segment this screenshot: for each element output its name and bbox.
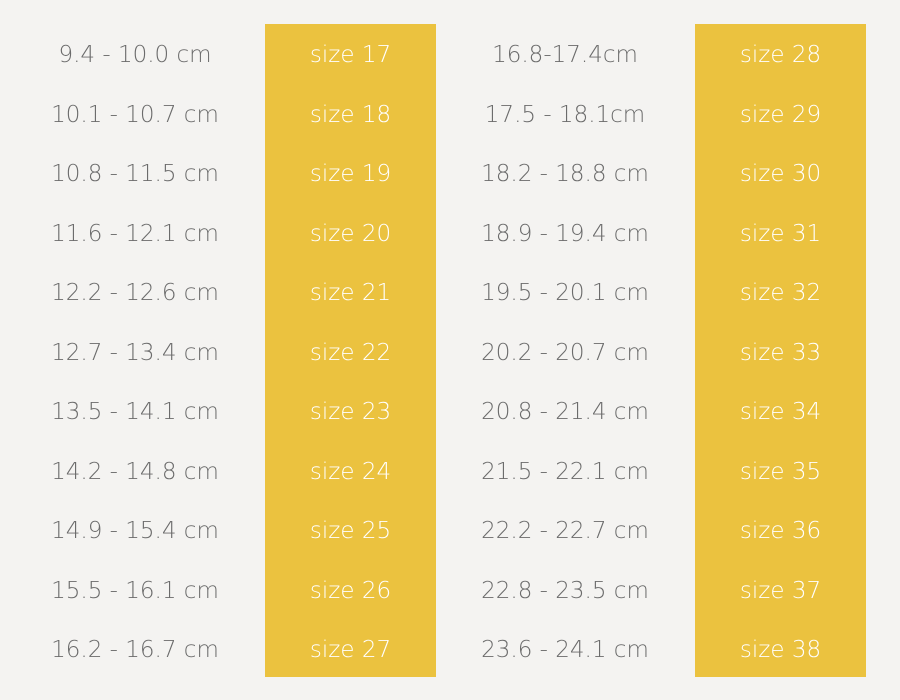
shoe-size: size 22 bbox=[309, 339, 392, 366]
shoe-size: size 26 bbox=[309, 577, 392, 604]
foot-length-range: 15.5 - 16.1 cm bbox=[51, 577, 219, 604]
foot-length-range: 22.2 - 22.7 cm bbox=[481, 518, 649, 544]
foot-length-range: 17.5 - 18.1cm bbox=[484, 101, 646, 128]
foot-length-range: 22.8 - 23.5 cm bbox=[481, 577, 649, 604]
shoe-size: size 34 bbox=[739, 399, 822, 425]
foot-length-range: 21.5 - 22.1 cm bbox=[481, 458, 649, 485]
shoe-size: size 18 bbox=[309, 101, 392, 128]
shoe-size: size 17 bbox=[309, 42, 392, 68]
foot-length-range: 19.5 - 20.1 cm bbox=[481, 280, 649, 306]
foot-length-range: 20.8 - 21.4 cm bbox=[481, 399, 649, 425]
foot-length-range: 12.7 - 13.4 cm bbox=[51, 339, 219, 366]
shoe-size: size 35 bbox=[739, 458, 822, 485]
foot-length-range: 9.4 - 10.0 cm bbox=[58, 42, 212, 68]
foot-length-range: 23.6 - 24.1 cm bbox=[481, 637, 649, 663]
shoe-size: size 33 bbox=[739, 339, 822, 366]
shoe-size: size 36 bbox=[739, 518, 822, 544]
foot-length-range: 10.1 - 10.7 cm bbox=[51, 101, 219, 128]
foot-length-range: 18.2 - 18.8 cm bbox=[481, 161, 649, 187]
size-column-band bbox=[265, 24, 436, 677]
foot-length-range: 13.5 - 14.1 cm bbox=[51, 399, 219, 425]
foot-length-range: 14.9 - 15.4 cm bbox=[51, 518, 219, 544]
foot-length-range: 14.2 - 14.8 cm bbox=[51, 458, 219, 485]
foot-length-range: 20.2 - 20.7 cm bbox=[481, 339, 649, 366]
foot-length-range: 16.2 - 16.7 cm bbox=[51, 637, 219, 663]
shoe-size: size 20 bbox=[309, 220, 392, 247]
shoe-size: size 21 bbox=[309, 280, 392, 306]
shoe-size: size 38 bbox=[739, 637, 822, 663]
foot-length-range: 18.9 - 19.4 cm bbox=[481, 220, 649, 247]
shoe-size: size 32 bbox=[739, 280, 822, 306]
shoe-size: size 37 bbox=[739, 577, 822, 604]
foot-length-range: 16.8-17.4cm bbox=[492, 42, 638, 68]
shoe-size: size 19 bbox=[309, 161, 392, 187]
foot-length-range: 10.8 - 11.5 cm bbox=[51, 161, 219, 187]
shoe-size: size 29 bbox=[739, 101, 822, 128]
shoe-size: size 30 bbox=[739, 161, 822, 187]
shoe-size: size 31 bbox=[739, 220, 822, 247]
shoe-size: size 24 bbox=[309, 458, 392, 485]
shoe-size: size 28 bbox=[739, 42, 822, 68]
shoe-size: size 25 bbox=[309, 518, 392, 544]
size-column-band bbox=[695, 24, 866, 677]
shoe-size: size 27 bbox=[309, 637, 392, 663]
shoe-size: size 23 bbox=[309, 399, 392, 425]
foot-length-range: 12.2 - 12.6 cm bbox=[51, 280, 219, 306]
foot-length-range: 11.6 - 12.1 cm bbox=[51, 220, 219, 247]
